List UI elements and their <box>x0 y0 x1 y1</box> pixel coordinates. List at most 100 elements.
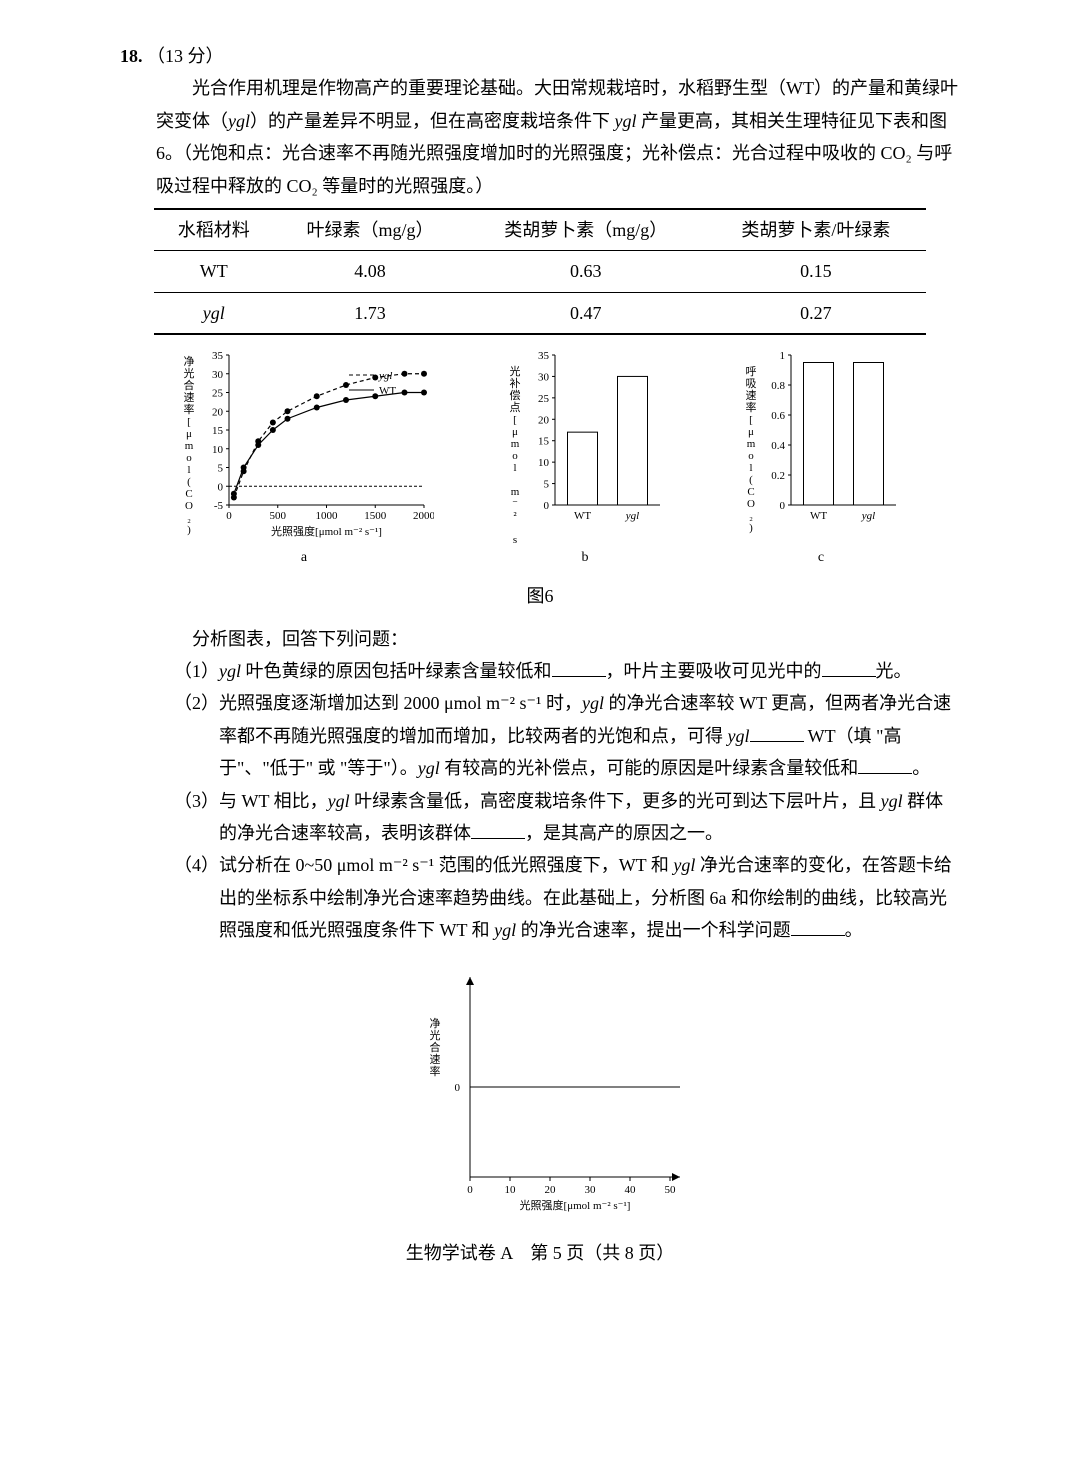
svg-text:m: m <box>747 438 756 450</box>
svg-text:0: 0 <box>780 500 786 512</box>
chart-a-svg: -5051015202530350500100015002000yglWT光照强… <box>174 345 434 545</box>
svg-text:o: o <box>186 452 192 464</box>
svg-text:m: m <box>185 440 194 452</box>
svg-text:ygl: ygl <box>861 510 875 522</box>
svg-text:₂: ₂ <box>749 510 753 522</box>
svg-text:速: 速 <box>746 389 757 402</box>
sub-question-1: （1）ygl 叶色黄绿的原因包括叶绿素含量较低和，叶片主要吸收可见光中的光。 <box>174 655 960 687</box>
col-ratio: 类胡萝卜素/叶绿素 <box>705 209 926 251</box>
svg-text:光: 光 <box>510 364 521 378</box>
svg-text:35: 35 <box>538 350 550 362</box>
svg-text:0.2: 0.2 <box>771 470 785 482</box>
svg-text:-5: -5 <box>214 500 224 512</box>
svg-text:O: O <box>185 500 193 512</box>
svg-text:15: 15 <box>538 436 550 448</box>
svg-text:o: o <box>748 450 754 462</box>
svg-text:²: ² <box>513 510 517 522</box>
svg-text:速: 速 <box>184 391 195 404</box>
svg-text:μ: μ <box>748 426 754 438</box>
chart-c: 00.20.40.60.81WTygl呼吸速率[μmol(CO₂) m⁻² s⁻… <box>736 345 906 570</box>
svg-text:m: m <box>511 438 520 450</box>
svg-text:l: l <box>187 464 190 476</box>
svg-text:合: 合 <box>184 378 195 392</box>
svg-text:30: 30 <box>212 369 224 381</box>
blank <box>791 917 845 936</box>
svg-text:10: 10 <box>538 457 550 469</box>
svg-text:l: l <box>749 462 752 474</box>
svg-text:率: 率 <box>746 400 757 414</box>
svg-text:1000: 1000 <box>316 510 339 522</box>
svg-text:[: [ <box>187 416 191 428</box>
svg-text:ygl: ygl <box>378 370 392 382</box>
svg-text:5: 5 <box>544 479 550 491</box>
svg-text:25: 25 <box>212 388 224 400</box>
svg-text:25: 25 <box>538 393 550 405</box>
intro-paragraph: 光合作用机理是作物高产的重要理论基础。大田常规栽培时，水稻野生型（WT）的产量和… <box>156 72 960 202</box>
svg-text:ygl: ygl <box>625 510 639 522</box>
svg-text:[: [ <box>749 414 753 426</box>
svg-text:C: C <box>185 488 192 500</box>
pigment-table: 水稻材料 叶绿素（mg/g） 类胡萝卜素（mg/g） 类胡萝卜素/叶绿素 WT … <box>154 208 927 335</box>
blank <box>822 658 876 677</box>
svg-text:40: 40 <box>625 1184 637 1196</box>
svg-text:2000: 2000 <box>413 510 434 522</box>
svg-text:净: 净 <box>430 1016 441 1030</box>
svg-text:补: 补 <box>510 377 521 390</box>
chart-a: -5051015202530350500100015002000yglWT光照强… <box>174 345 434 570</box>
svg-text:0: 0 <box>467 1184 473 1196</box>
svg-text:5: 5 <box>218 463 224 475</box>
svg-text:呼: 呼 <box>746 365 757 378</box>
question-points: （13 分） <box>147 46 224 66</box>
chart-c-svg: 00.20.40.60.81WTygl呼吸速率[μmol(CO₂) m⁻² s⁻… <box>736 345 906 545</box>
figure-6-row: -5051015202530350500100015002000yglWT光照强… <box>141 345 939 570</box>
svg-text:0.8: 0.8 <box>771 380 785 392</box>
svg-text:15: 15 <box>212 425 224 437</box>
chart-a-label: a <box>301 545 307 570</box>
chart-b-label: b <box>582 545 589 570</box>
page-footer: 生物学试卷 A 第 5 页（共 8 页） <box>120 1237 960 1269</box>
blank <box>858 755 912 774</box>
svg-text:光: 光 <box>184 366 195 380</box>
chart-b-svg: 05101520253035WTygl光补偿点[μmol m⁻² s⁻¹] <box>500 345 670 545</box>
col-material: 水稻材料 <box>154 209 274 251</box>
svg-text:): ) <box>187 524 191 536</box>
table-header-row: 水稻材料 叶绿素（mg/g） 类胡萝卜素（mg/g） 类胡萝卜素/叶绿素 <box>154 209 927 251</box>
svg-text:20: 20 <box>212 406 224 418</box>
svg-text:10: 10 <box>505 1184 517 1196</box>
col-chlorophyll: 叶绿素（mg/g） <box>274 209 466 251</box>
svg-text:点: 点 <box>510 401 521 414</box>
sub-question-4: （4）试分析在 0~50 μmol m⁻² s⁻¹ 范围的低光照强度下，WT 和… <box>174 849 960 946</box>
figure-6-caption: 图6 <box>120 580 960 612</box>
svg-text:50: 50 <box>665 1184 677 1196</box>
svg-text:速: 速 <box>430 1053 441 1066</box>
blank <box>552 658 606 677</box>
svg-text:净: 净 <box>184 354 195 368</box>
sub-question-3: （3）与 WT 相比，ygl 叶绿素含量低，高密度栽培条件下，更多的光可到达下层… <box>174 785 960 850</box>
svg-text:o: o <box>512 450 518 462</box>
svg-text:20: 20 <box>545 1184 557 1196</box>
svg-text:C: C <box>747 486 754 498</box>
svg-text:光: 光 <box>430 1028 441 1042</box>
table-row: ygl 1.73 0.47 0.27 <box>154 292 927 334</box>
svg-text:s: s <box>513 534 517 545</box>
svg-text:1: 1 <box>780 350 786 362</box>
svg-text:): ) <box>749 522 753 534</box>
svg-text:μ: μ <box>186 428 192 440</box>
chart-c-label: c <box>818 545 824 570</box>
svg-text:1500: 1500 <box>364 510 387 522</box>
svg-text:10: 10 <box>212 444 224 456</box>
blank <box>750 723 804 742</box>
question-number: 18. <box>120 46 143 66</box>
chart-b: 05101520253035WTygl光补偿点[μmol m⁻² s⁻¹] b <box>500 345 670 570</box>
svg-text:WT: WT <box>574 510 591 522</box>
svg-text:0: 0 <box>226 510 232 522</box>
svg-text:偿: 偿 <box>510 388 521 402</box>
blank <box>471 820 525 839</box>
svg-text:0: 0 <box>218 481 224 493</box>
svg-text:(: ( <box>187 476 191 488</box>
svg-text:500: 500 <box>270 510 287 522</box>
svg-text:20: 20 <box>538 414 550 426</box>
col-carotenoid: 类胡萝卜素（mg/g） <box>466 209 705 251</box>
svg-text:0: 0 <box>455 1082 461 1094</box>
svg-text:WT: WT <box>810 510 827 522</box>
